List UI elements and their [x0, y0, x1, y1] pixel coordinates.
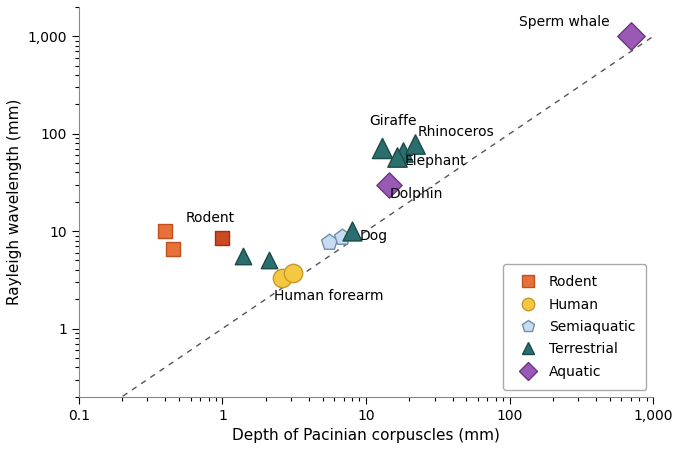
Text: Rodent: Rodent: [185, 211, 235, 225]
Text: Human forearm: Human forearm: [275, 288, 384, 302]
Point: [337, 233, 347, 240]
Point: [160, 228, 171, 235]
Point: [392, 153, 403, 160]
X-axis label: Depth of Pacinian corpuscles (mm): Depth of Pacinian corpuscles (mm): [232, 428, 500, 443]
Point: [238, 253, 249, 260]
Legend: Rodent, Human, Semiaquatic, Terrestrial, Aquatic: Rodent, Human, Semiaquatic, Terrestrial,…: [503, 264, 647, 390]
Point: [288, 270, 299, 277]
Point: [626, 33, 636, 40]
Point: [410, 141, 421, 148]
Point: [217, 234, 228, 242]
Text: Sperm whale: Sperm whale: [520, 14, 610, 28]
Text: Dog: Dog: [360, 230, 388, 243]
Text: Elephant: Elephant: [405, 154, 466, 168]
Point: [397, 148, 408, 156]
Point: [277, 274, 288, 282]
Point: [263, 257, 274, 264]
Point: [377, 144, 388, 151]
Point: [347, 228, 358, 235]
Point: [323, 238, 334, 245]
Text: Dolphin: Dolphin: [389, 187, 443, 201]
Text: Giraffe: Giraffe: [369, 114, 417, 128]
Y-axis label: Rayleigh wavelength (mm): Rayleigh wavelength (mm): [7, 99, 22, 305]
Text: Rhinoceros: Rhinoceros: [418, 125, 495, 139]
Point: [384, 181, 394, 188]
Point: [167, 246, 178, 253]
